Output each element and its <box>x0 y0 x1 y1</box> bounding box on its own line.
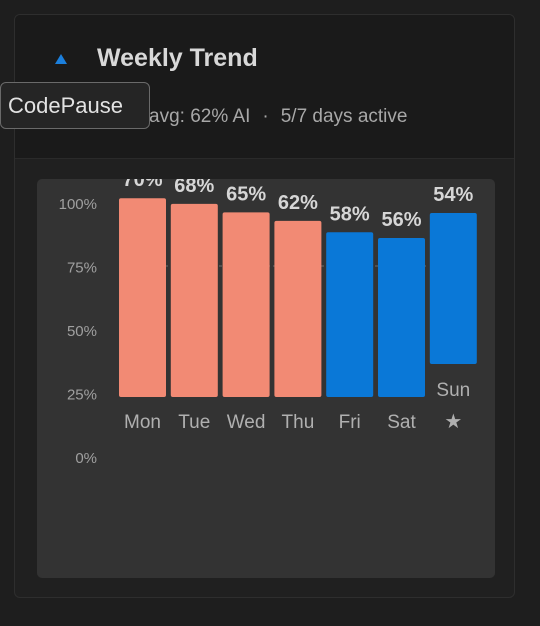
data-label: 70% <box>122 179 162 191</box>
bar-sun <box>429 213 477 364</box>
summary-active-days: 5/7 days active <box>280 106 408 127</box>
bar-mon <box>119 198 166 397</box>
x-tick-label: Wed <box>227 412 266 433</box>
chart-panel: 100% 75% 50% 25% 0% 70% Mon 68% Tue 65% Wed 62% Thu 5… <box>37 179 495 578</box>
y-tick-label: 50% <box>67 323 97 340</box>
triangle-up-icon <box>55 54 67 64</box>
data-label: 68% <box>174 179 214 197</box>
weekly-bar-chart: 100% 75% 50% 25% 0% 70% Mon 68% Tue 65% Wed 62% Thu 5… <box>59 179 477 467</box>
bar-thu <box>274 220 322 397</box>
summary-line: avg: 62% AI · 5/7 days active <box>149 106 407 128</box>
card-header: Weekly Trend avg: 62% AI · 5/7 days active <box>15 15 514 159</box>
summary-average: avg: 62% AI <box>149 106 251 127</box>
app-name-tooltip: CodePause <box>0 82 150 129</box>
today-star-icon: ★ <box>444 409 462 433</box>
bar-wed <box>222 212 270 397</box>
x-tick-label: Fri <box>339 412 361 433</box>
summary-separator: · <box>262 106 269 127</box>
card-title: Weekly Trend <box>97 44 258 72</box>
x-tick-label: Thu <box>282 412 315 433</box>
x-tick-label: Sat <box>387 412 416 433</box>
x-tick-label: Sun <box>436 380 470 401</box>
bar-tue <box>170 203 218 397</box>
y-tick-label: 25% <box>67 387 97 404</box>
bar-fri <box>326 232 374 397</box>
data-label: 58% <box>330 203 370 225</box>
bar-sat <box>378 237 425 397</box>
data-label: 65% <box>226 183 266 205</box>
data-label: 62% <box>278 192 318 214</box>
x-tick-label: Mon <box>124 412 161 433</box>
data-label: 56% <box>381 209 421 231</box>
data-label: 54% <box>433 184 473 206</box>
y-tick-label: 75% <box>67 260 97 277</box>
x-tick-label: Tue <box>178 412 210 433</box>
weekly-trend-card: Weekly Trend avg: 62% AI · 5/7 days active… <box>14 14 515 598</box>
y-tick-label: 0% <box>75 450 97 467</box>
y-tick-label: 100% <box>59 196 97 213</box>
